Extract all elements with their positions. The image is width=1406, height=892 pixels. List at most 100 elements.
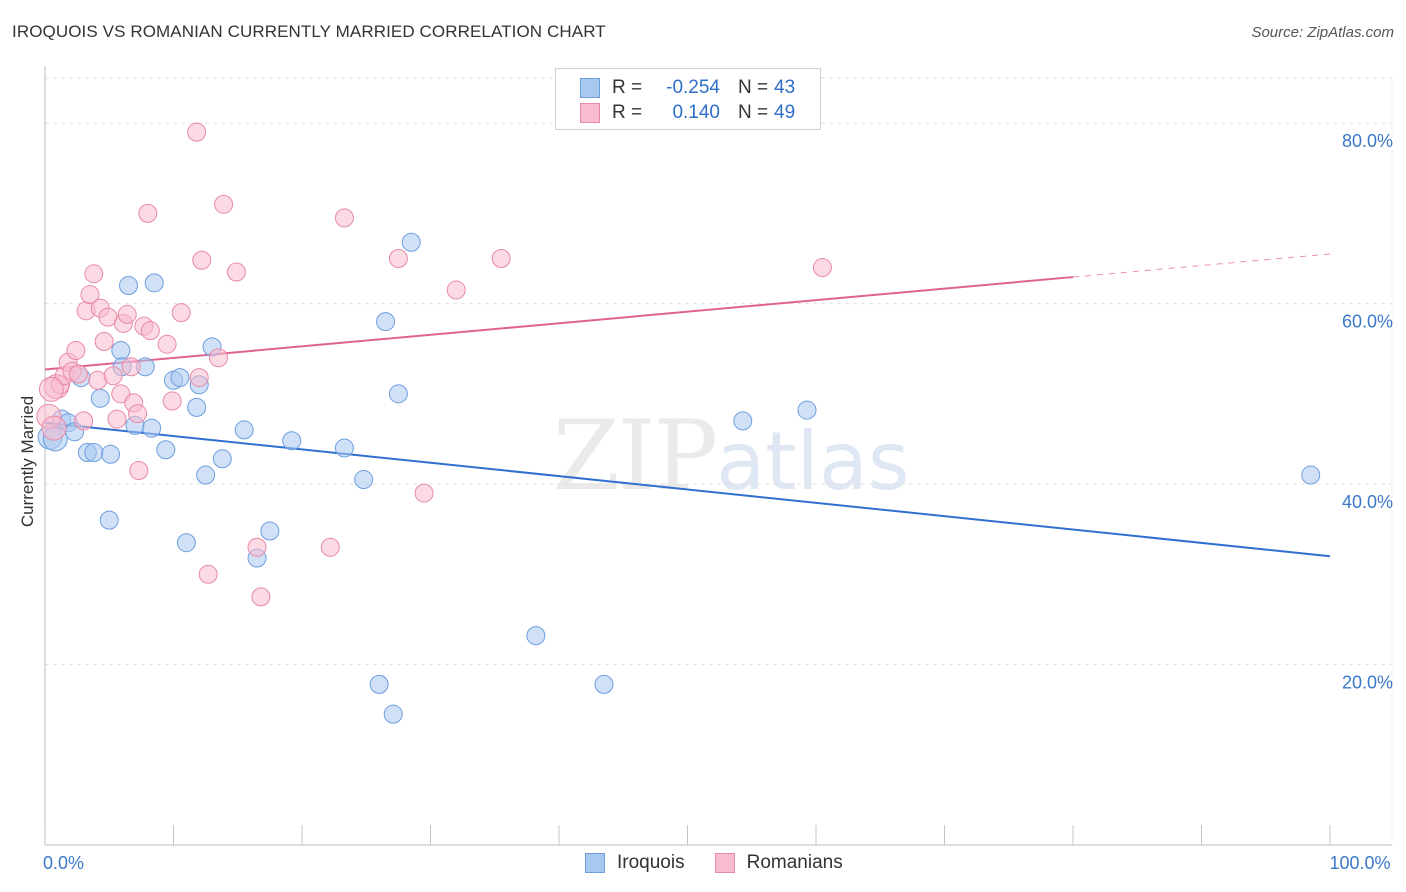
tick-labels: 20.0% 40.0% 60.0% 80.0% 0.0% 100.0% Currently … xyxy=(18,131,1393,873)
iroquois-point xyxy=(797,400,817,420)
romanians-swatch xyxy=(580,103,600,123)
romanian-point xyxy=(68,364,88,384)
iroquois-point xyxy=(156,440,176,460)
romanian-point xyxy=(189,368,209,388)
r-label: R = xyxy=(612,77,643,98)
romanian-point xyxy=(128,404,148,424)
romanian-point xyxy=(226,262,246,282)
romanian-point xyxy=(117,304,137,324)
axes xyxy=(44,66,1392,846)
r-label: R = xyxy=(612,102,643,123)
iroquois-point xyxy=(354,470,374,490)
romanian-point xyxy=(38,376,64,402)
iroquois-point xyxy=(401,232,421,252)
iroquois-point xyxy=(187,397,207,417)
iroquois-trend-line xyxy=(44,421,1331,558)
data-points xyxy=(36,122,1321,724)
romanian-point xyxy=(103,366,123,386)
iroquois-point xyxy=(142,418,162,438)
n-value: 43 xyxy=(774,77,796,98)
iroquois-point xyxy=(119,276,139,296)
iroquois-point xyxy=(99,510,119,530)
legend-label: Romanians xyxy=(746,852,843,873)
iroquois-swatch xyxy=(580,78,600,98)
watermark-atlas: atlas xyxy=(716,415,910,508)
romanian-trend-line-extension xyxy=(1072,253,1331,278)
n-label: N = xyxy=(738,77,769,98)
romanian-point xyxy=(320,537,340,557)
romanian-point xyxy=(214,194,234,214)
chart-title: IROQUOIS VS ROMANIAN CURRENTLY MARRIED C… xyxy=(12,22,606,41)
iroquois-point xyxy=(84,442,104,462)
n-label: N = xyxy=(738,102,769,123)
correlation-legend: R = -0.254 N = 43 R = 0.140 N = 49 xyxy=(555,68,821,130)
iroquois-point xyxy=(383,704,403,724)
series-legend: Iroquois Romanians xyxy=(585,852,873,874)
legend-item-iroquois[interactable]: Iroquois xyxy=(585,852,685,874)
iroquois-point xyxy=(101,444,121,464)
romanian-point xyxy=(84,264,104,284)
romanian-point xyxy=(198,564,218,584)
y-axis-label: Currently Married xyxy=(18,396,37,527)
iroquois-point xyxy=(376,312,396,332)
iroquois-point xyxy=(334,438,354,458)
romanian-point xyxy=(157,334,177,354)
y-tick-label: 80.0% xyxy=(1342,131,1393,151)
romanian-point xyxy=(208,348,228,368)
iroquois-point xyxy=(733,411,753,431)
romanian-point xyxy=(812,257,832,277)
romanian-point xyxy=(491,248,511,268)
romanian-point xyxy=(192,250,212,270)
iroquois-point xyxy=(170,368,190,388)
n-value: 49 xyxy=(774,102,796,123)
watermark: ZIPatlas xyxy=(553,400,910,512)
romanian-point xyxy=(80,285,100,305)
r-value: -0.254 xyxy=(666,77,720,98)
iroquois-point xyxy=(212,449,232,469)
romanian-point xyxy=(334,208,354,228)
romanian-point xyxy=(247,537,267,557)
x-tick-label: 100.0% xyxy=(1329,853,1390,873)
gridlines xyxy=(45,77,1393,845)
iroquois-point xyxy=(388,384,408,404)
iroquois-point xyxy=(144,273,164,293)
romanian-point xyxy=(41,415,67,441)
iroquois-point xyxy=(526,626,546,646)
romanian-point xyxy=(187,122,207,142)
legend-row-iroquois: R = -0.254 N = 43 xyxy=(580,76,795,100)
y-tick-label: 60.0% xyxy=(1342,312,1393,332)
romanian-point xyxy=(251,587,271,607)
source-label: Source: ZipAtlas.com xyxy=(1251,24,1394,41)
iroquois-point xyxy=(369,674,389,694)
iroquois-point xyxy=(1301,465,1321,485)
iroquois-point xyxy=(234,420,254,440)
romanian-point xyxy=(140,321,160,341)
romanian-point xyxy=(446,280,466,300)
y-tick-label: 20.0% xyxy=(1342,673,1393,693)
legend-item-romanians[interactable]: Romanians xyxy=(714,852,843,874)
iroquois-point xyxy=(111,341,131,361)
iroquois-point xyxy=(594,674,614,694)
romanian-point xyxy=(388,248,408,268)
y-tick-label: 40.0% xyxy=(1342,492,1393,512)
iroquois-point xyxy=(176,533,196,553)
romanian-trend-line xyxy=(44,276,1074,371)
x-tick-label: 0.0% xyxy=(43,853,84,873)
romanian-point xyxy=(171,303,191,323)
watermark-zip: ZIP xyxy=(553,400,718,512)
romanian-point xyxy=(138,203,158,223)
iroquois-point xyxy=(196,465,216,485)
iroquois-point xyxy=(260,521,280,541)
legend-row-romanians: R = 0.140 N = 49 xyxy=(580,101,795,125)
iroquois-swatch xyxy=(585,853,605,873)
romanian-point xyxy=(94,331,114,351)
romanian-point xyxy=(66,341,86,361)
romanian-point xyxy=(74,411,94,431)
r-value: 0.140 xyxy=(672,102,720,123)
romanian-point xyxy=(121,357,141,377)
iroquois-point xyxy=(90,388,110,408)
trend-lines xyxy=(44,253,1331,558)
romanian-point xyxy=(107,409,127,429)
iroquois-point xyxy=(282,431,302,451)
